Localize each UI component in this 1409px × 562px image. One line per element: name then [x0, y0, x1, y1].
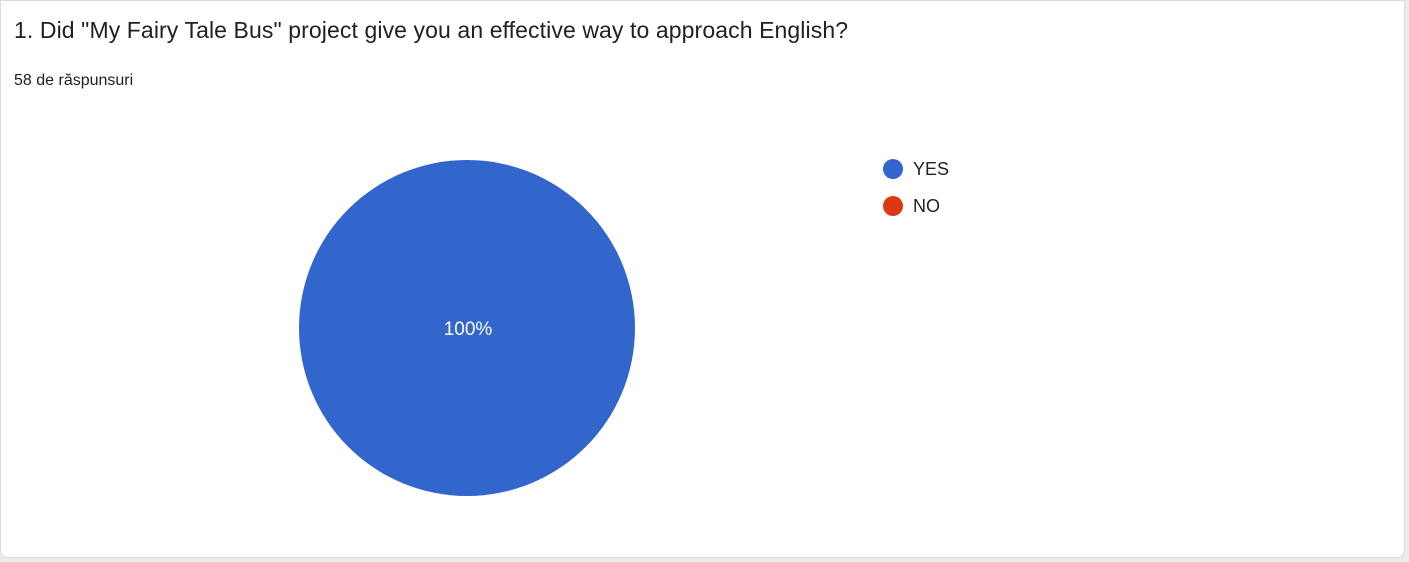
legend-label-yes: YES	[913, 158, 950, 179]
pie-slice-yes[interactable]	[299, 160, 635, 496]
legend-swatch-no	[883, 196, 903, 216]
legend-label-no: NO	[913, 195, 940, 216]
question-title: 1. Did "My Fairy Tale Bus" project give …	[14, 17, 849, 43]
legend-item-yes[interactable]: YES	[883, 159, 949, 179]
legend-item-no[interactable]: NO	[883, 196, 949, 216]
response-count: 58 de răspunsuri	[14, 72, 134, 89]
legend-swatch-yes	[883, 159, 903, 179]
slice-label-yes: 100%	[444, 319, 493, 340]
chart-legend: YES NO	[883, 159, 949, 233]
